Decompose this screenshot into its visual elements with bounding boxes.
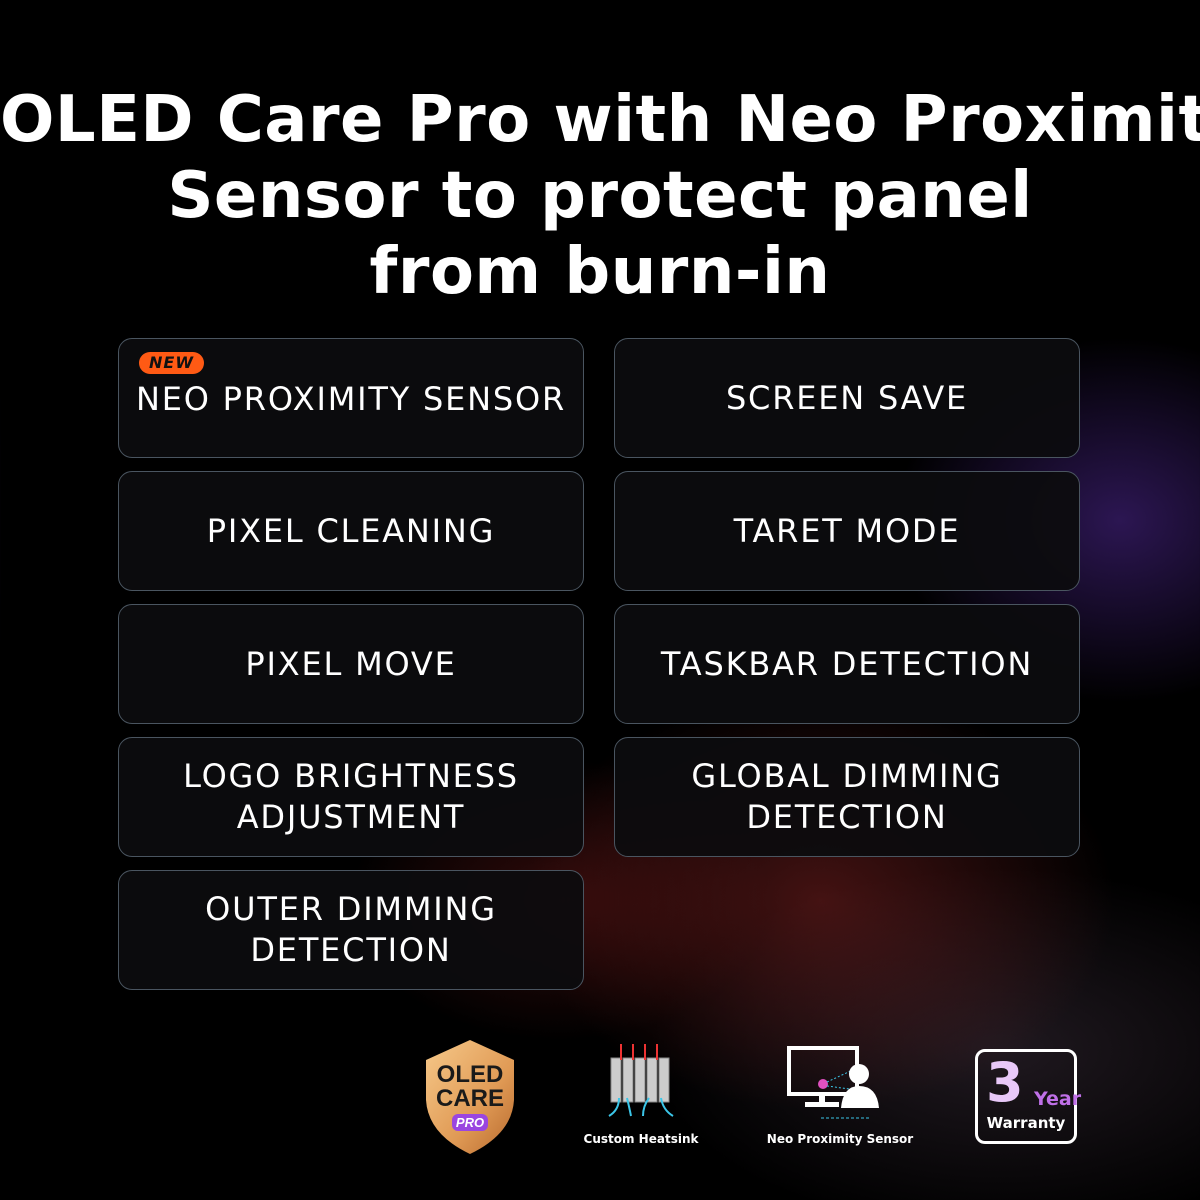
feature-card-outer-dimming: OUTER DIMMING DETECTION bbox=[118, 870, 584, 990]
feature-label: NEO PROXIMITY SENSOR bbox=[135, 379, 567, 418]
heatsink-icon bbox=[608, 1044, 674, 1117]
shield-text-care: CARE bbox=[436, 1085, 504, 1112]
feature-label: SCREEN SAVE bbox=[725, 378, 969, 417]
warranty-number: 3 bbox=[986, 1051, 1024, 1114]
warranty-unit: Year bbox=[1034, 1088, 1082, 1110]
shield-text-pro: PRO bbox=[456, 1115, 484, 1130]
heatsink-label: Custom Heatsink bbox=[583, 1132, 699, 1146]
title-line-2: Sensor to protect panel bbox=[167, 159, 1033, 233]
feature-card-pixel-move: PIXEL MOVE bbox=[118, 604, 584, 724]
feature-card-neo-proximity-sensor: NEW NEO PROXIMITY SENSOR bbox=[118, 338, 584, 458]
feature-card-taret-mode: TARET MODE bbox=[614, 471, 1080, 591]
feature-card-taskbar-detection: TASKBAR DETECTION bbox=[614, 604, 1080, 724]
title-line-1: OLED Care Pro with Neo Proximity bbox=[0, 83, 1200, 157]
feature-card-pixel-cleaning: PIXEL CLEANING bbox=[118, 471, 584, 591]
proximity-sensor-label: Neo Proximity Sensor bbox=[766, 1132, 914, 1146]
feature-label: PIXEL MOVE bbox=[245, 644, 457, 683]
feature-label: LOGO BRIGHTNESS ADJUSTMENT bbox=[183, 757, 519, 836]
feature-label: PIXEL CLEANING bbox=[206, 511, 496, 550]
feature-label: GLOBAL DIMMING DETECTION bbox=[691, 757, 1003, 836]
warranty-badge: 3 Year Warranty bbox=[975, 1049, 1081, 1144]
proximity-sensor-icon bbox=[787, 1046, 879, 1119]
warranty-label: Warranty bbox=[986, 1114, 1066, 1132]
feature-label: TARET MODE bbox=[733, 511, 961, 550]
shield-text-oled: OLED bbox=[437, 1061, 504, 1088]
feature-label: TASKBAR DETECTION bbox=[660, 644, 1034, 683]
feature-card-screen-save: SCREEN SAVE bbox=[614, 338, 1080, 458]
title-line-3: from burn-in bbox=[369, 235, 831, 309]
page-title: OLED Care Pro with Neo Proximity Sensor … bbox=[0, 82, 1200, 310]
feature-card-logo-brightness: LOGO BRIGHTNESS ADJUSTMENT bbox=[118, 737, 584, 857]
feature-card-global-dimming: GLOBAL DIMMING DETECTION bbox=[614, 737, 1080, 857]
feature-label: OUTER DIMMING DETECTION bbox=[205, 890, 497, 969]
new-badge: NEW bbox=[139, 352, 204, 374]
oled-care-pro-shield-icon: OLED CARE PRO bbox=[426, 1040, 514, 1154]
